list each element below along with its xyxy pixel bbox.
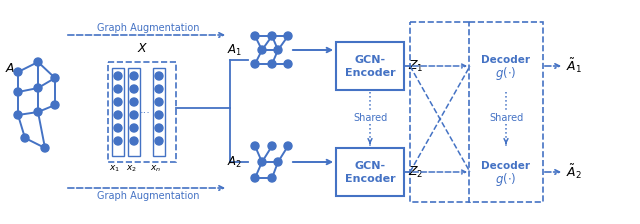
Circle shape: [130, 111, 138, 119]
Circle shape: [130, 98, 138, 106]
Text: $x_2$: $x_2$: [125, 163, 136, 174]
Circle shape: [155, 72, 163, 80]
Circle shape: [34, 84, 42, 92]
Text: Graph Augmentation: Graph Augmentation: [97, 191, 199, 201]
Circle shape: [51, 101, 59, 109]
Circle shape: [14, 111, 22, 119]
Circle shape: [251, 32, 259, 40]
Text: $x_n$: $x_n$: [150, 163, 161, 174]
Text: $g(\cdot)$: $g(\cdot)$: [495, 65, 516, 82]
Text: Decoder: Decoder: [481, 161, 531, 171]
Circle shape: [130, 72, 138, 80]
Text: Encoder: Encoder: [345, 174, 396, 184]
Circle shape: [130, 85, 138, 93]
Circle shape: [155, 137, 163, 145]
Bar: [410, 22, 470, 202]
Bar: [336, 148, 404, 196]
Circle shape: [274, 46, 282, 54]
Circle shape: [114, 124, 122, 132]
Bar: [469, 22, 543, 202]
Circle shape: [268, 142, 276, 150]
Circle shape: [284, 142, 292, 150]
Circle shape: [114, 98, 122, 106]
Text: Encoder: Encoder: [345, 68, 396, 78]
Bar: [153, 68, 165, 156]
Circle shape: [130, 137, 138, 145]
Circle shape: [258, 158, 266, 166]
Text: Shared: Shared: [489, 113, 523, 123]
Circle shape: [155, 124, 163, 132]
Text: $Z_1$: $Z_1$: [408, 58, 424, 73]
Circle shape: [21, 134, 29, 142]
Circle shape: [34, 58, 42, 66]
Circle shape: [284, 32, 292, 40]
Circle shape: [258, 46, 266, 54]
Text: GCN-: GCN-: [355, 55, 385, 65]
Circle shape: [155, 85, 163, 93]
Bar: [128, 68, 140, 156]
Circle shape: [268, 32, 276, 40]
Text: Graph Augmentation: Graph Augmentation: [97, 23, 199, 33]
Circle shape: [114, 137, 122, 145]
Text: $A_2$: $A_2$: [227, 155, 242, 170]
Text: $Z_2$: $Z_2$: [408, 164, 424, 180]
Circle shape: [14, 68, 22, 76]
Bar: [472, 42, 540, 90]
Text: $A_1$: $A_1$: [227, 43, 242, 58]
Text: GCN-: GCN-: [355, 161, 385, 171]
Circle shape: [274, 158, 282, 166]
Text: $g(\cdot)$: $g(\cdot)$: [495, 170, 516, 187]
Bar: [112, 68, 124, 156]
Text: ...: ...: [140, 105, 150, 115]
Circle shape: [251, 142, 259, 150]
Text: $\tilde{A}_1$: $\tilde{A}_1$: [566, 57, 582, 75]
Circle shape: [14, 88, 22, 96]
Circle shape: [284, 60, 292, 68]
Text: Shared: Shared: [353, 113, 387, 123]
Circle shape: [114, 111, 122, 119]
Circle shape: [114, 85, 122, 93]
Text: $\tilde{A}_2$: $\tilde{A}_2$: [566, 163, 582, 181]
Circle shape: [34, 108, 42, 116]
Circle shape: [41, 144, 49, 152]
Circle shape: [155, 98, 163, 106]
Text: $X$: $X$: [138, 42, 148, 55]
Circle shape: [268, 174, 276, 182]
Bar: [108, 62, 176, 162]
Text: $A$: $A$: [5, 62, 15, 75]
Circle shape: [268, 60, 276, 68]
Circle shape: [155, 111, 163, 119]
Circle shape: [51, 74, 59, 82]
Text: Decoder: Decoder: [481, 55, 531, 65]
Text: $x_1$: $x_1$: [109, 163, 120, 174]
Bar: [336, 42, 404, 90]
Circle shape: [251, 60, 259, 68]
Circle shape: [130, 124, 138, 132]
Circle shape: [114, 72, 122, 80]
Bar: [472, 148, 540, 196]
Circle shape: [251, 174, 259, 182]
